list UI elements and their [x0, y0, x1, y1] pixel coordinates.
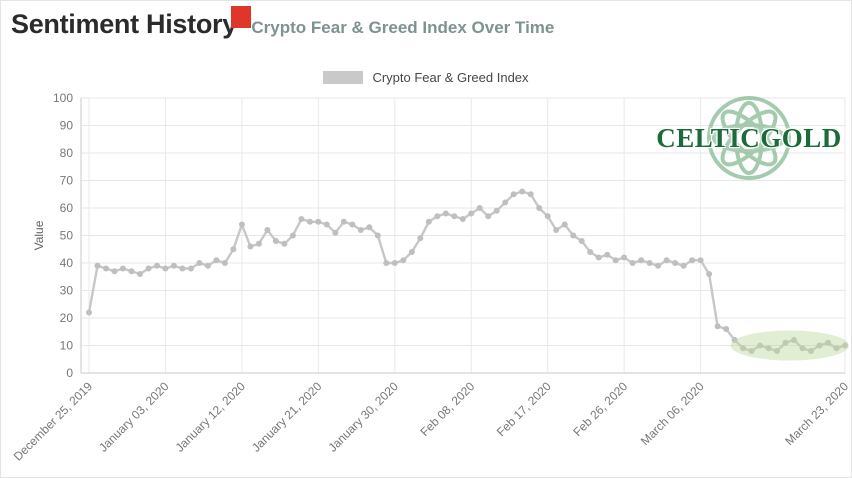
- red-marker: [231, 6, 251, 28]
- svg-text:March 23, 2020: March 23, 2020: [782, 379, 851, 448]
- svg-text:60: 60: [60, 201, 74, 215]
- page-subtitle: Crypto Fear & Greed Index Over Time: [251, 18, 555, 37]
- legend-item-fear-greed[interactable]: Crypto Fear & Greed Index: [323, 70, 529, 85]
- svg-text:December 25, 2019: December 25, 2019: [11, 379, 96, 464]
- svg-text:100: 100: [53, 91, 73, 105]
- svg-text:80: 80: [60, 146, 74, 160]
- svg-text:10: 10: [60, 339, 74, 353]
- svg-text:Value: Value: [32, 220, 46, 250]
- page-title: Sentiment History: [11, 9, 237, 39]
- svg-text:0: 0: [66, 366, 73, 380]
- svg-text:March 06, 2020: March 06, 2020: [638, 379, 707, 448]
- svg-text:90: 90: [60, 119, 74, 133]
- chart-legend: Crypto Fear & Greed Index: [1, 70, 851, 89]
- svg-text:40: 40: [60, 256, 74, 270]
- svg-text:70: 70: [60, 174, 74, 188]
- celticgold-logo-text: CELTICGOLD: [656, 122, 842, 153]
- svg-text:January 12, 2020: January 12, 2020: [173, 379, 249, 455]
- legend-label: Crypto Fear & Greed Index: [372, 70, 529, 85]
- svg-text:January 21, 2020: January 21, 2020: [249, 379, 325, 455]
- svg-text:Feb 17, 2020: Feb 17, 2020: [494, 379, 554, 439]
- legend-swatch: [323, 71, 364, 84]
- svg-text:30: 30: [60, 284, 74, 298]
- svg-text:Feb 08, 2020: Feb 08, 2020: [417, 379, 477, 439]
- svg-text:January 03, 2020: January 03, 2020: [96, 379, 172, 455]
- svg-text:January 30, 2020: January 30, 2020: [325, 379, 401, 455]
- page-header: Sentiment History Crypto Fear & Greed In…: [11, 9, 554, 40]
- svg-text:Feb 26, 2020: Feb 26, 2020: [570, 379, 630, 439]
- svg-text:50: 50: [60, 229, 74, 243]
- celticgold-logo: CELTICGOLD: [643, 93, 851, 183]
- celtic-knot-icon: [707, 96, 791, 180]
- svg-text:20: 20: [60, 311, 74, 325]
